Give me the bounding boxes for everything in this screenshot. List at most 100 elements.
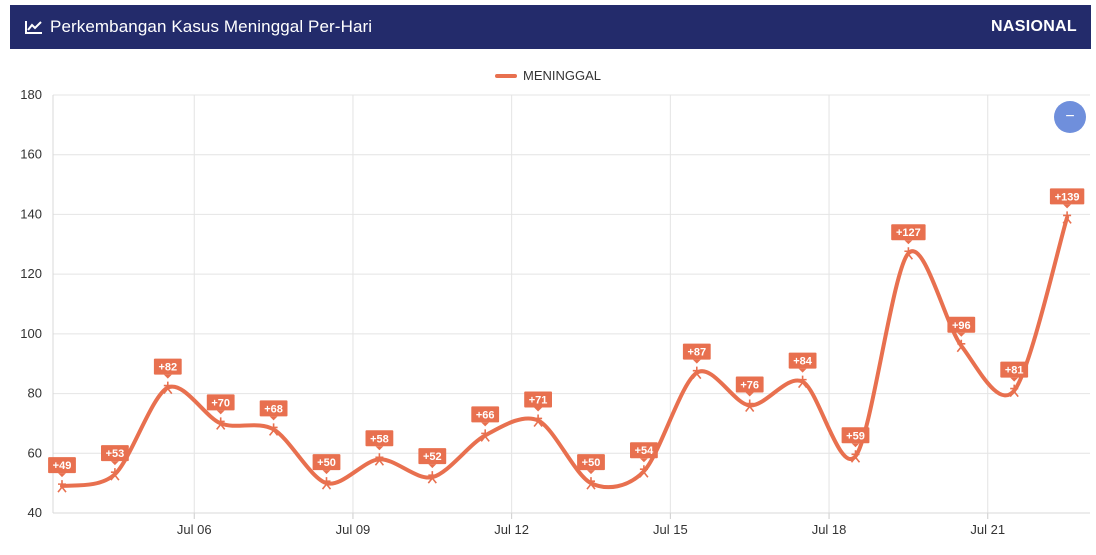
data-point[interactable]: +49 [48,457,76,493]
person-marker-icon [57,480,67,493]
y-tick-label: 180 [20,87,42,102]
person-marker-icon [903,247,914,260]
series-line-meninggal [60,215,1070,490]
data-label: +96 [952,320,971,332]
chart-header: Perkembangan Kasus Meninggal Per-Hari NA… [10,5,1091,49]
y-tick-label: 60 [28,445,42,460]
data-label-pointer [1010,377,1019,382]
data-label: +52 [423,451,442,463]
data-label-pointer [587,470,595,475]
person-marker-icon [1009,384,1019,398]
person-marker-icon [163,381,173,395]
data-label-pointer [481,422,490,427]
data-point[interactable]: +139 [1049,188,1085,224]
data-point[interactable]: +81 [1000,361,1029,398]
x-tick-label: Jul 21 [970,522,1005,537]
data-label-box [841,427,870,444]
data-label-box [1049,188,1085,205]
person-marker-icon [321,477,332,490]
data-label-box [524,391,552,408]
data-point[interactable]: +82 [153,358,182,395]
person-marker-icon [110,468,120,481]
data-label-pointer [534,407,543,412]
data-point[interactable]: +50 [577,454,605,490]
data-label: +87 [687,347,706,359]
x-tick-label: Jul 15 [653,522,688,537]
person-marker-icon [692,366,702,380]
data-label-pointer [798,368,807,373]
data-point[interactable]: +96 [947,316,976,353]
data-label: +58 [370,433,389,445]
data-label-pointer [375,446,384,451]
data-label-box [735,376,764,393]
person-marker-icon [533,414,543,427]
data-point[interactable]: +59 [841,427,870,463]
data-label: +54 [635,445,655,457]
line-chart: 40 60 80 100 120 140 160 180 Jul 06 Jul 09 Jul 12 J… [20,87,1090,537]
data-label-box [365,430,394,447]
data-label-pointer [957,332,966,337]
data-label: +71 [529,394,548,406]
y-tick-label: 120 [20,266,42,281]
data-label-pointer [904,240,913,245]
data-label: +84 [793,356,813,368]
person-marker-icon [1062,211,1072,224]
data-label: +81 [1005,365,1024,377]
data-label-pointer [110,461,119,466]
person-marker-icon [745,399,755,413]
data-point[interactable]: +76 [735,376,764,413]
data-label-pointer [269,416,278,421]
data-label: +66 [476,409,495,421]
data-label-pointer [1063,204,1072,209]
data-point[interactable]: +50 [312,454,341,490]
line-chart-icon [25,21,42,34]
data-point[interactable]: +58 [365,430,394,466]
person-marker-icon [639,465,649,478]
data-point[interactable]: +84 [788,352,817,389]
person-marker-icon [956,339,966,353]
data-point[interactable]: +53 [101,445,129,481]
data-label-box [630,442,658,459]
data-point[interactable]: +54 [630,442,658,478]
data-point[interactable]: +127 [891,224,926,260]
data-point[interactable]: +70 [206,394,235,430]
data-label: +50 [317,457,336,469]
data-label-pointer [322,470,331,475]
x-tick-label: Jul 12 [494,522,529,537]
data-point[interactable]: +68 [259,400,288,436]
region-label: NASIONAL [991,18,1077,35]
data-label: +53 [106,448,125,460]
y-tick-label: 40 [28,505,42,520]
data-label-box [788,352,817,369]
data-label-box [259,400,288,417]
data-label-pointer [745,392,754,397]
data-label: +59 [846,430,865,442]
x-tick-label: Jul 06 [177,522,212,537]
x-tick-label: Jul 18 [812,522,847,537]
y-tick-label: 80 [28,386,42,401]
data-label: +70 [211,397,230,409]
data-label-pointer [428,464,437,469]
data-label: +76 [740,380,759,392]
data-point[interactable]: +52 [418,448,447,484]
y-tick-label: 140 [20,206,42,221]
data-label-pointer [639,458,648,463]
chart-area: MENINGGAL 40 60 80 100 120 140 160 180 Jul 06 Jul… [0,55,1096,550]
zoom-out-button[interactable]: − [1054,101,1086,133]
data-label-box [418,448,447,465]
data-label-box [206,394,235,411]
data-point[interactable]: +87 [682,343,711,380]
data-label: +82 [158,362,177,374]
data-label: +127 [896,227,921,239]
header-left: Perkembangan Kasus Meninggal Per-Hari [24,17,372,37]
data-label-box [577,454,605,471]
person-marker-icon [374,453,385,466]
legend[interactable]: MENINGGAL [0,68,1096,83]
y-tick-label: 100 [20,326,42,341]
data-label: +68 [264,403,283,415]
data-point[interactable]: +71 [524,391,552,427]
data-label-box [153,358,182,375]
person-marker-icon [427,471,437,484]
data-point[interactable]: +66 [471,406,500,442]
data-label-box [312,454,341,471]
